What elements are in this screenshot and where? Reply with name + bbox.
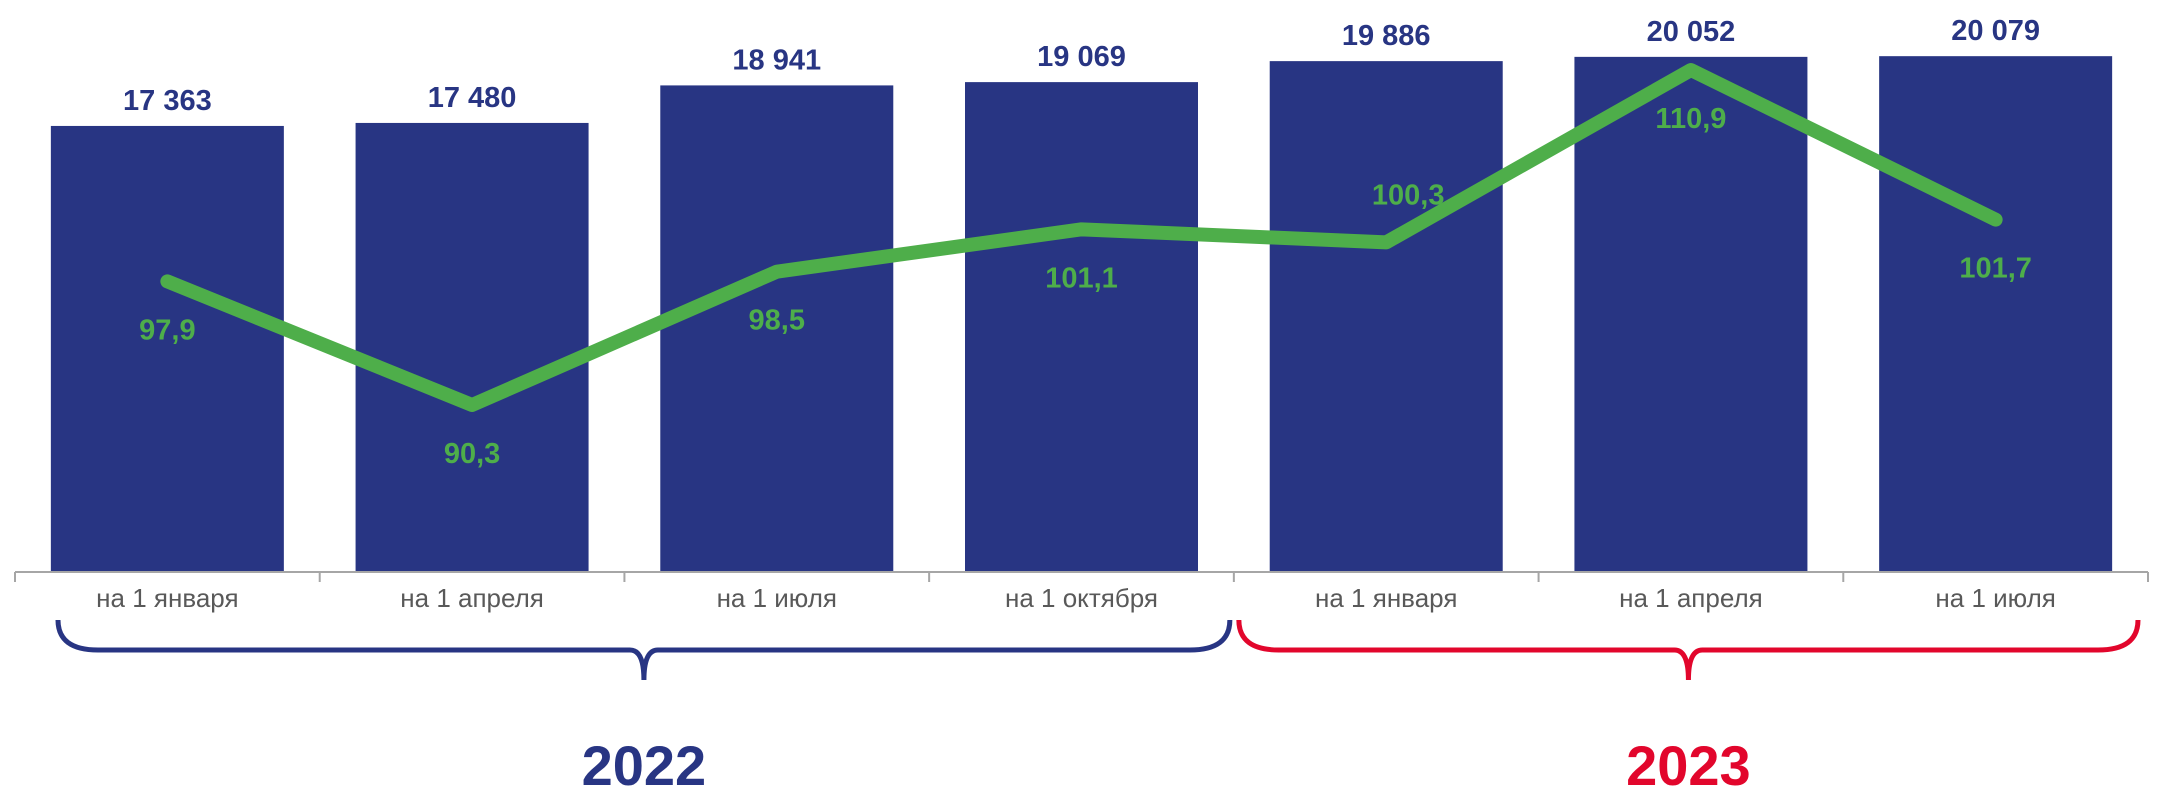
bar-label-6: 20 052 (1647, 16, 1736, 48)
category-labels: на 1 января на 1 апреля на 1 июля на 1 октя… (96, 583, 2056, 613)
line-label-4: 101,1 (1045, 262, 1118, 294)
bar-label-3: 18 941 (732, 44, 821, 76)
line-label-5: 100,3 (1372, 179, 1445, 211)
line-label-3: 98,5 (749, 305, 805, 337)
group-brace-2022 (55, 619, 1233, 681)
bar-label-4: 19 069 (1037, 41, 1126, 73)
line-series (160, 63, 2003, 412)
x-axis (14, 571, 2149, 582)
line-label-6: 110,9 (1655, 103, 1726, 135)
bar-label-5: 19 886 (1342, 20, 1431, 52)
category-label-7: на 1 июля (1935, 583, 2055, 613)
bar-3 (660, 85, 894, 573)
bar-5 (1269, 61, 1503, 572)
line-path (160, 63, 2003, 412)
line-label-2: 90,3 (444, 438, 500, 470)
category-label-3: на 1 июля (717, 583, 837, 613)
bar-label-2: 17 480 (428, 82, 517, 114)
bar-label-1: 17 363 (123, 85, 212, 117)
group-brace-2023 (1236, 619, 2141, 681)
bar-6 (1574, 56, 1808, 572)
bar-value-labels: 17 363 17 480 18 941 19 069 19 886 20 052 20 0… (123, 15, 2040, 117)
bar-label-7: 20 079 (1951, 15, 2040, 47)
group-label-2022: 2022 (582, 734, 707, 791)
bar-4 (965, 82, 1198, 572)
line-label-7: 101,7 (1959, 253, 2032, 285)
category-label-6: на 1 апреля (1619, 583, 1763, 613)
category-label-2: на 1 апреля (400, 583, 544, 613)
bar-7 (1879, 56, 2113, 573)
category-label-5: на 1 января (1315, 583, 1457, 613)
bar-series (50, 56, 2113, 573)
bar-1 (50, 125, 284, 573)
category-label-1: на 1 января (96, 583, 238, 613)
category-label-4: на 1 октября (1005, 583, 1158, 613)
bar-2 (355, 122, 589, 573)
year-groups: 2022 2023 (55, 619, 2141, 791)
line-value-labels: 97,9 90,3 98,5 101,1 100,3 110,9 101,7 (139, 103, 2032, 470)
line-label-1: 97,9 (139, 314, 195, 346)
group-label-2023: 2023 (1626, 734, 1751, 791)
